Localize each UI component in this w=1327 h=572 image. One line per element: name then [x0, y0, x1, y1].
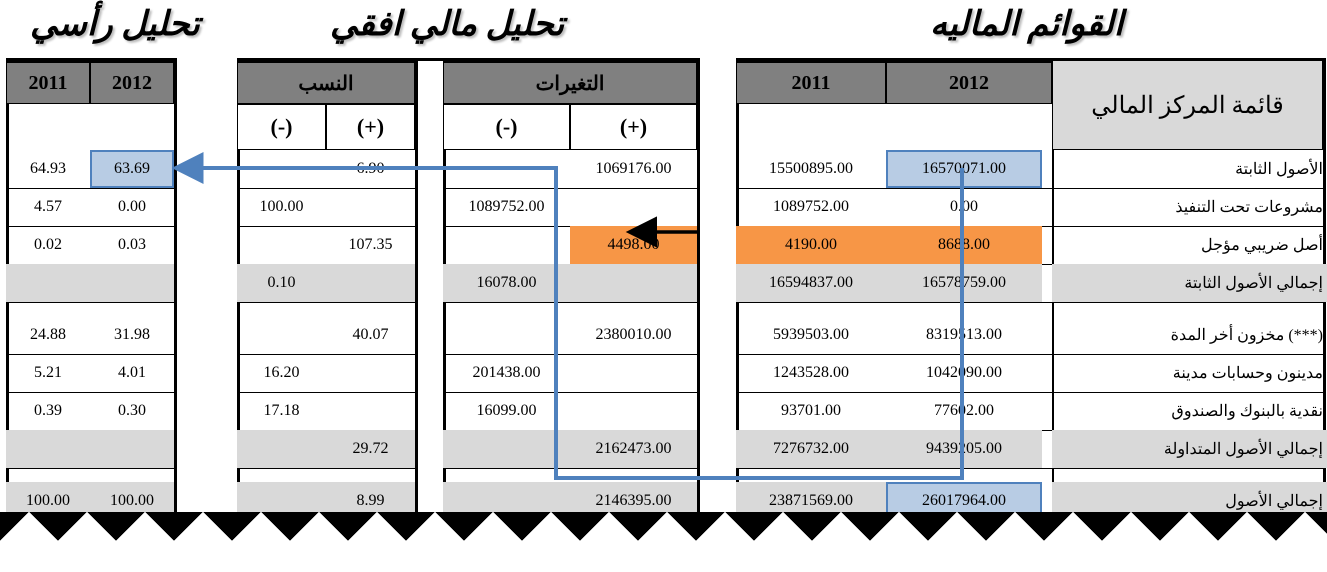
- cell-ratio-plus[interactable]: 40.07: [326, 316, 415, 354]
- row-label[interactable]: الأصول الثابتة: [1052, 150, 1327, 188]
- header-ratios: النسب: [237, 60, 415, 104]
- cell-vert-2011[interactable]: 4.57: [6, 188, 90, 226]
- cell-2012[interactable]: 8688.00: [886, 226, 1042, 264]
- cell-change-plus[interactable]: [570, 354, 697, 392]
- row-label[interactable]: مشروعات تحت التنفيذ: [1052, 188, 1327, 226]
- title-horizontal-analysis: تحليل مالي افقي: [330, 4, 564, 44]
- cell-vert-2012[interactable]: 4.01: [90, 354, 174, 392]
- row-divider: [237, 468, 415, 469]
- cell-ratio-plus[interactable]: [326, 264, 415, 302]
- cell-2012[interactable]: 8319513.00: [886, 316, 1042, 354]
- cell-vert-2011[interactable]: 64.93: [6, 150, 90, 188]
- cell-change-minus[interactable]: 16078.00: [443, 264, 570, 302]
- sign-changes-minus: (-): [443, 104, 570, 150]
- row-divider: [443, 302, 697, 303]
- cell-vert-2011[interactable]: 0.02: [6, 226, 90, 264]
- sign-ratios-minus: (-): [237, 104, 326, 150]
- cell-ratio-plus[interactable]: [326, 392, 415, 430]
- row-divider: [736, 468, 1323, 469]
- cell-change-minus[interactable]: [443, 430, 570, 468]
- cell-vert-2012[interactable]: 0.00: [90, 188, 174, 226]
- cell-ratio-minus[interactable]: 16.20: [237, 354, 326, 392]
- sign-changes-plus: (+): [570, 104, 697, 150]
- row-label[interactable]: نقدية بالبنوك والصندوق: [1052, 392, 1327, 430]
- cell-vert-2011[interactable]: 0.39: [6, 392, 90, 430]
- row-divider: [6, 302, 174, 303]
- cell-vert-2012[interactable]: [90, 430, 174, 468]
- row-divider: [736, 302, 1323, 303]
- cell-ratio-minus[interactable]: 100.00: [237, 188, 326, 226]
- row-divider: [443, 468, 697, 469]
- cell-change-minus[interactable]: 1089752.00: [443, 188, 570, 226]
- cell-2011[interactable]: 1243528.00: [736, 354, 886, 392]
- cell-2011[interactable]: 1089752.00: [736, 188, 886, 226]
- cell-ratio-minus[interactable]: [237, 316, 326, 354]
- cell-ratio-minus[interactable]: 17.18: [237, 392, 326, 430]
- cell-vert-2011[interactable]: [6, 264, 90, 302]
- worksheet-canvas: { "titles": { "financial_statements": "ا…: [0, 0, 1327, 572]
- cell-2011[interactable]: 5939503.00: [736, 316, 886, 354]
- cell-change-plus[interactable]: 4498.00: [570, 226, 697, 264]
- cell-change-plus[interactable]: [570, 264, 697, 302]
- title-financial-statements: القوائم الماليه: [930, 4, 1123, 44]
- header-changes: التغيرات: [443, 60, 697, 104]
- cell-ratio-plus[interactable]: [326, 354, 415, 392]
- cell-ratio-minus[interactable]: [237, 226, 326, 264]
- divider: [697, 58, 700, 570]
- row-label[interactable]: أصل ضريبي مؤجل: [1052, 226, 1327, 264]
- cell-vert-2011[interactable]: 24.88: [6, 316, 90, 354]
- cell-2012[interactable]: 1042090.00: [886, 354, 1042, 392]
- cell-ratio-plus[interactable]: [326, 188, 415, 226]
- cell-change-plus[interactable]: 1069176.00: [570, 150, 697, 188]
- cell-2012[interactable]: 77602.00: [886, 392, 1042, 430]
- row-label[interactable]: إجمالي الأصول الثابتة: [1052, 264, 1327, 302]
- cell-vert-2011[interactable]: [6, 430, 90, 468]
- header-balance-sheet: قائمة المركز المالي: [1052, 60, 1323, 150]
- cell-ratio-minus[interactable]: [237, 150, 326, 188]
- cell-2012[interactable]: 9439205.00: [886, 430, 1042, 468]
- cell-change-minus[interactable]: [443, 150, 570, 188]
- divider: [174, 58, 177, 570]
- cell-change-plus[interactable]: 2380010.00: [570, 316, 697, 354]
- cell-vert-2012[interactable]: 31.98: [90, 316, 174, 354]
- row-label[interactable]: مخزون أخر المدة (***): [1052, 316, 1327, 354]
- row-divider: [237, 302, 415, 303]
- cell-ratio-plus[interactable]: 29.72: [326, 430, 415, 468]
- cell-change-minus[interactable]: 16099.00: [443, 392, 570, 430]
- title-vertical-analysis: تحليل رأسي: [30, 4, 200, 44]
- row-label[interactable]: إجمالي الأصول المتداولة: [1052, 430, 1327, 468]
- sign-ratios-plus: (+): [326, 104, 415, 150]
- cell-change-plus[interactable]: [570, 392, 697, 430]
- cell-2011[interactable]: 7276732.00: [736, 430, 886, 468]
- cell-2011[interactable]: 4190.00: [736, 226, 886, 264]
- cell-change-minus[interactable]: [443, 316, 570, 354]
- cell-2011[interactable]: 93701.00: [736, 392, 886, 430]
- cell-2012[interactable]: 16578759.00: [886, 264, 1042, 302]
- cell-vert-2011[interactable]: 5.21: [6, 354, 90, 392]
- cell-change-plus[interactable]: 2162473.00: [570, 430, 697, 468]
- cell-2011[interactable]: 16594837.00: [736, 264, 886, 302]
- header-2011-v: 2011: [6, 60, 90, 104]
- torn-edge-decoration: [0, 512, 1327, 572]
- cell-ratio-minus[interactable]: [237, 430, 326, 468]
- cell-ratio-minus[interactable]: 0.10: [237, 264, 326, 302]
- cell-2012[interactable]: 16570071.00: [886, 150, 1042, 188]
- divider: [415, 58, 418, 570]
- cell-vert-2012[interactable]: 63.69: [90, 150, 174, 188]
- header-2012-fs: 2012: [886, 60, 1052, 104]
- cell-ratio-plus[interactable]: 6.90: [326, 150, 415, 188]
- cell-vert-2012[interactable]: 0.03: [90, 226, 174, 264]
- cell-vert-2012[interactable]: [90, 264, 174, 302]
- cell-change-minus[interactable]: [443, 226, 570, 264]
- cell-2011[interactable]: 15500895.00: [736, 150, 886, 188]
- cell-change-plus[interactable]: [570, 188, 697, 226]
- row-divider: [6, 468, 174, 469]
- row-label[interactable]: مدينون وحسابات مدينة: [1052, 354, 1327, 392]
- cell-change-minus[interactable]: 201438.00: [443, 354, 570, 392]
- header-2011-fs: 2011: [736, 60, 886, 104]
- cell-2012[interactable]: 0.00: [886, 188, 1042, 226]
- header-2012-v: 2012: [90, 60, 174, 104]
- cell-vert-2012[interactable]: 0.30: [90, 392, 174, 430]
- cell-ratio-plus[interactable]: 107.35: [326, 226, 415, 264]
